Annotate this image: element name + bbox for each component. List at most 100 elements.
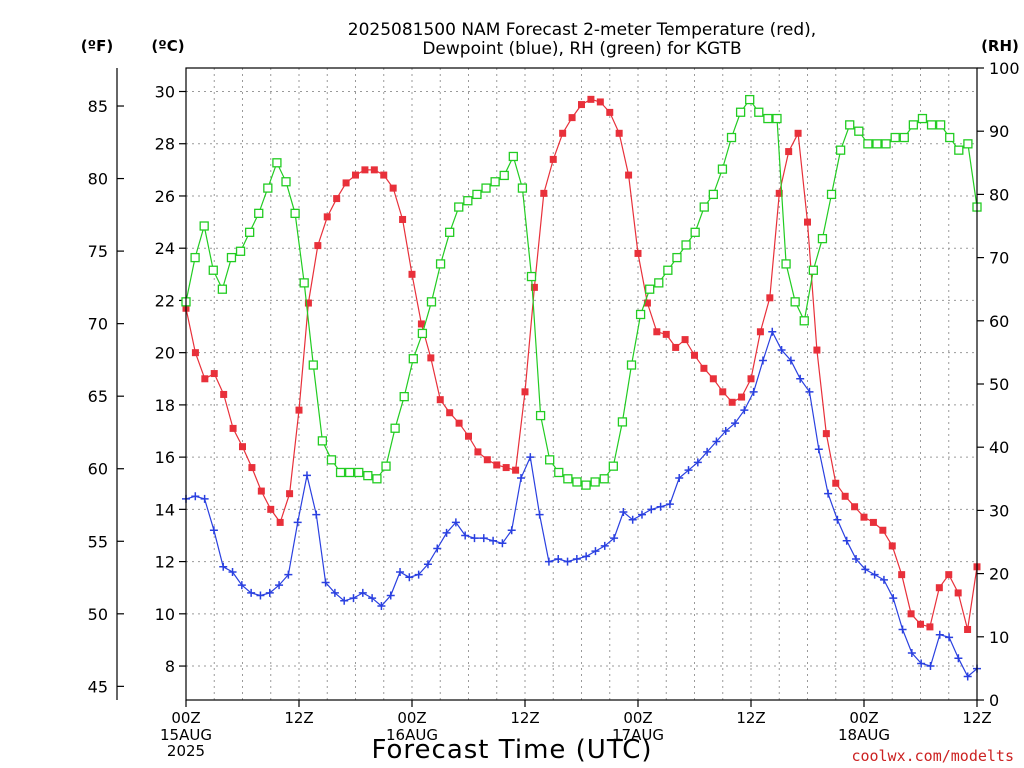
2-meter-temperature-point bbox=[643, 299, 651, 307]
2-meter-temperature-point bbox=[540, 189, 548, 197]
2-meter-temperature-point bbox=[615, 129, 623, 137]
rh-line bbox=[185, 98, 978, 486]
rh-tick-label: 10 bbox=[989, 628, 1009, 647]
dewpoint-point bbox=[284, 570, 293, 579]
rh-point bbox=[963, 139, 973, 149]
2-meter-temperature-point bbox=[691, 351, 698, 359]
2-meter-temperature-point bbox=[907, 610, 915, 618]
celsius-tick-label: 30 bbox=[155, 83, 175, 102]
dewpoint-point bbox=[805, 387, 814, 396]
rh-point bbox=[354, 467, 364, 478]
dewpoint-point bbox=[610, 534, 619, 543]
rh-point bbox=[908, 120, 919, 130]
dewpoint-point bbox=[442, 528, 451, 537]
2-meter-temperature-point bbox=[568, 114, 576, 122]
celsius-tick-label: 18 bbox=[155, 396, 175, 415]
2-meter-temperature-point bbox=[596, 98, 604, 106]
dewpoint-point bbox=[349, 594, 358, 603]
2-meter-temperature-point bbox=[201, 375, 209, 383]
dewpoint-point bbox=[321, 578, 330, 587]
rh-tick-label: 90 bbox=[989, 122, 1009, 141]
time-tick-label: 00Z bbox=[849, 709, 878, 727]
2-meter-temperature-point bbox=[728, 398, 736, 406]
2-meter-temperature-point bbox=[785, 148, 793, 156]
rh-point bbox=[381, 461, 391, 471]
dewpoint-point bbox=[517, 474, 526, 483]
rh-point bbox=[826, 189, 837, 200]
time-tick-label: 00Z bbox=[623, 709, 652, 727]
dewpoint-point bbox=[191, 492, 200, 501]
rh-point bbox=[681, 240, 691, 250]
rh-point bbox=[935, 120, 946, 130]
rh-point bbox=[772, 113, 782, 124]
2-meter-temperature-point bbox=[738, 393, 746, 401]
rh-point bbox=[363, 470, 373, 481]
dewpoint-point bbox=[665, 500, 674, 509]
2-meter-temperature-point bbox=[295, 406, 303, 414]
rh-tick-label: 50 bbox=[989, 375, 1009, 394]
celsius-tick-label: 22 bbox=[155, 291, 175, 310]
dewpoint-point bbox=[535, 510, 544, 519]
dewpoint-point bbox=[293, 518, 302, 527]
dewpoint-point bbox=[526, 453, 535, 462]
chart-title-line-2: Dewpoint (blue), RH (green) for KGTB bbox=[422, 39, 741, 59]
2-meter-temperature-point bbox=[559, 129, 567, 137]
2-meter-temperature-point bbox=[860, 513, 868, 521]
credit-link[interactable]: coolwx.com/modelts bbox=[851, 747, 1014, 765]
rh-point bbox=[608, 461, 618, 471]
chart-title-line-1: 2025081500 NAM Forecast 2-meter Temperat… bbox=[348, 20, 816, 40]
fahrenheit-tick-label: 65 bbox=[88, 387, 108, 406]
2-meter-temperature-point bbox=[653, 328, 661, 336]
rh-point bbox=[717, 164, 728, 174]
2-meter-temperature-point bbox=[935, 584, 943, 592]
celsius-tick-label: 28 bbox=[155, 135, 175, 154]
dewpoint-point bbox=[265, 588, 274, 597]
dewpoint-line bbox=[185, 330, 978, 678]
rh-point bbox=[235, 246, 246, 256]
2-meter-temperature-point bbox=[502, 464, 510, 472]
dewpoint-point bbox=[675, 474, 684, 483]
fahrenheit-tick-label: 85 bbox=[88, 97, 108, 116]
2-meter-temperature-point bbox=[662, 330, 670, 338]
fahrenheit-axis-ticks: 45 50 55 60 65 70 75 80 85 bbox=[88, 97, 124, 696]
celsius-axis-ticks: 8 10 12 14 16 18 20 22 24 26 28 30 bbox=[155, 83, 186, 676]
rh-tick-label: 30 bbox=[989, 501, 1009, 520]
dewpoint-point bbox=[600, 541, 609, 550]
rh-point bbox=[835, 145, 846, 155]
2-meter-temperature-point bbox=[587, 95, 595, 103]
rh-point bbox=[508, 151, 518, 162]
rh-point bbox=[799, 316, 809, 326]
dewpoint-point bbox=[926, 662, 935, 671]
dewpoint-point bbox=[619, 507, 628, 516]
dewpoint-point bbox=[582, 552, 591, 561]
rh-point bbox=[399, 391, 409, 402]
dewpoint-point bbox=[637, 510, 646, 519]
dewpoint-point bbox=[479, 534, 488, 543]
dewpoint-point bbox=[368, 594, 377, 603]
rh-point bbox=[817, 233, 828, 244]
dewpoint-point bbox=[414, 570, 423, 579]
2-meter-temperature-point bbox=[229, 424, 237, 432]
time-tick-date: 17AUG bbox=[612, 726, 664, 744]
2-meter-temperature-point bbox=[399, 215, 407, 223]
dewpoint-point bbox=[842, 536, 851, 545]
dewpoint-point bbox=[861, 565, 870, 574]
2-meter-temperature-point bbox=[474, 448, 482, 456]
rh-point bbox=[881, 139, 891, 149]
2-meter-temperature-point bbox=[239, 443, 246, 451]
rh-point bbox=[917, 113, 928, 124]
dewpoint-point bbox=[963, 672, 972, 681]
2-meter-temperature-point bbox=[766, 294, 774, 302]
dewpoint-point bbox=[889, 594, 898, 603]
time-tick-label: 00Z bbox=[397, 709, 426, 727]
rh-point bbox=[626, 360, 637, 370]
dewpoint-point bbox=[507, 526, 516, 535]
rh-series bbox=[181, 94, 982, 490]
rh-point bbox=[281, 177, 291, 187]
rh-point bbox=[445, 227, 455, 237]
2-meter-temperature-point bbox=[917, 620, 924, 628]
rh-point bbox=[708, 189, 718, 200]
2-meter-temperature-point bbox=[361, 166, 369, 174]
rh-tick-label: 40 bbox=[989, 438, 1009, 457]
